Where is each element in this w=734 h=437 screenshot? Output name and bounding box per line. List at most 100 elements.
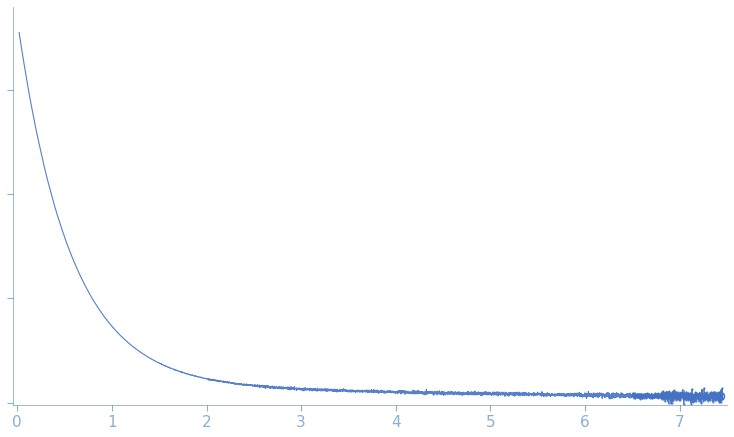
Point <box>633 392 644 399</box>
Point <box>677 389 688 396</box>
Point <box>669 392 680 399</box>
Point <box>676 392 688 399</box>
Point <box>675 391 686 398</box>
Point <box>643 394 655 401</box>
Point <box>628 394 640 401</box>
Point <box>664 394 676 401</box>
Point <box>693 390 705 397</box>
Point <box>662 394 674 401</box>
Point <box>658 390 670 397</box>
Point <box>697 394 708 401</box>
Point <box>637 393 649 400</box>
Point <box>648 393 660 400</box>
Point <box>627 392 639 399</box>
Point <box>688 398 700 405</box>
Point <box>680 391 692 398</box>
Point <box>689 389 701 396</box>
Point <box>676 392 688 399</box>
Point <box>683 391 694 398</box>
Point <box>678 392 690 399</box>
Point <box>680 388 692 395</box>
Point <box>691 395 702 402</box>
Point <box>652 390 664 397</box>
Point <box>667 392 679 399</box>
Point <box>665 394 677 401</box>
Point <box>674 391 686 398</box>
Point <box>631 392 642 399</box>
Point <box>697 395 709 402</box>
Point <box>635 390 647 397</box>
Point <box>650 393 662 400</box>
Point <box>713 389 724 396</box>
Point <box>688 392 700 399</box>
Point <box>639 393 650 400</box>
Point <box>672 394 683 401</box>
Point <box>690 394 702 401</box>
Point <box>676 392 688 399</box>
Point <box>659 394 671 401</box>
Point <box>671 390 683 397</box>
Point <box>657 393 669 400</box>
Point <box>655 392 666 399</box>
Point <box>672 395 684 402</box>
Point <box>640 392 652 399</box>
Point <box>630 393 642 400</box>
Point <box>665 400 677 407</box>
Point <box>639 393 651 400</box>
Point <box>644 393 655 400</box>
Point <box>679 395 691 402</box>
Point <box>691 393 703 400</box>
Point <box>700 396 711 403</box>
Point <box>662 388 674 395</box>
Point <box>673 390 685 397</box>
Point <box>663 392 675 399</box>
Point <box>654 394 666 401</box>
Point <box>685 391 697 398</box>
Point <box>653 392 664 399</box>
Point <box>667 393 679 400</box>
Point <box>698 394 710 401</box>
Point <box>683 396 694 403</box>
Point <box>693 395 705 402</box>
Point <box>684 391 696 398</box>
Point <box>640 394 652 401</box>
Point <box>693 391 705 398</box>
Point <box>682 394 694 401</box>
Point <box>683 395 695 402</box>
Point <box>686 392 697 399</box>
Point <box>630 392 642 399</box>
Point <box>631 392 643 399</box>
Point <box>708 390 719 397</box>
Point <box>688 392 700 399</box>
Point <box>707 390 719 397</box>
Point <box>681 392 693 399</box>
Point <box>705 392 716 399</box>
Point <box>639 393 650 400</box>
Point <box>701 391 713 398</box>
Point <box>704 394 716 401</box>
Point <box>705 392 716 399</box>
Point <box>716 393 727 400</box>
Point <box>686 401 697 408</box>
Point <box>672 395 684 402</box>
Point <box>710 392 722 399</box>
Point <box>673 393 685 400</box>
Point <box>711 393 722 400</box>
Point <box>707 389 719 396</box>
Point <box>653 395 664 402</box>
Point <box>666 390 677 397</box>
Point <box>696 392 708 399</box>
Point <box>643 392 655 399</box>
Point <box>688 393 700 400</box>
Point <box>702 396 714 403</box>
Point <box>653 392 664 399</box>
Point <box>644 392 655 399</box>
Point <box>710 391 722 398</box>
Point <box>709 390 721 397</box>
Point <box>715 399 727 406</box>
Point <box>663 394 675 401</box>
Point <box>683 396 694 403</box>
Point <box>709 388 721 395</box>
Point <box>715 392 727 399</box>
Point <box>635 392 647 399</box>
